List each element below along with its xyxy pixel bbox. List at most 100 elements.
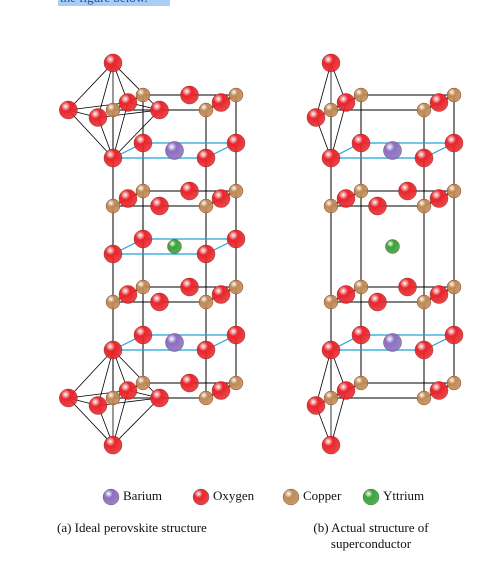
atom <box>105 390 121 406</box>
legend-swatch <box>362 488 380 506</box>
atom <box>135 375 151 391</box>
caption: superconductor <box>331 536 412 551</box>
header-text: the figure below. <box>60 0 148 5</box>
atom <box>118 285 138 304</box>
bond <box>315 349 332 406</box>
atom <box>133 229 153 249</box>
structure <box>306 53 464 455</box>
bond <box>68 109 114 159</box>
atom <box>336 285 356 304</box>
atom <box>321 148 341 168</box>
atom <box>180 277 199 297</box>
bond <box>97 397 160 406</box>
atom <box>383 141 402 160</box>
atom <box>446 375 462 391</box>
atom <box>228 183 244 199</box>
bond <box>112 62 160 111</box>
atom <box>105 294 121 310</box>
atom <box>135 87 151 103</box>
bond <box>68 349 114 399</box>
atom <box>323 198 339 214</box>
atom <box>321 340 341 360</box>
legend-swatch <box>282 488 300 506</box>
atom <box>103 244 123 264</box>
atom <box>416 198 432 214</box>
structures <box>59 53 464 455</box>
atom <box>118 189 138 208</box>
atom <box>429 93 449 112</box>
bond <box>68 397 114 446</box>
atom <box>196 148 216 168</box>
atom <box>226 325 246 345</box>
legend: Barium Oxygen Copper Yttrium <box>102 488 424 506</box>
atom <box>196 244 216 264</box>
bond <box>330 390 347 446</box>
atom <box>165 333 184 352</box>
atom <box>446 183 462 199</box>
atom <box>198 390 214 406</box>
atom <box>429 285 449 304</box>
atom <box>228 375 244 391</box>
atom <box>135 183 151 199</box>
atom <box>306 108 326 127</box>
bond <box>97 349 114 406</box>
atom <box>105 102 121 118</box>
structure <box>59 53 246 455</box>
atom <box>383 333 402 352</box>
atom <box>385 239 400 254</box>
atom <box>88 108 108 127</box>
atom <box>103 53 123 73</box>
atom <box>103 340 123 360</box>
legend-swatch <box>192 488 210 506</box>
atom <box>211 381 231 400</box>
atom <box>323 294 339 310</box>
bond <box>112 102 129 159</box>
atom <box>398 181 417 201</box>
atom <box>353 375 369 391</box>
atom <box>353 279 369 295</box>
bond <box>330 102 347 159</box>
atom <box>180 85 199 105</box>
atom <box>368 196 387 216</box>
atom <box>336 381 356 400</box>
atom <box>416 294 432 310</box>
atom <box>429 189 449 208</box>
atom <box>103 148 123 168</box>
atom <box>150 388 169 408</box>
atom <box>226 133 246 153</box>
atom <box>353 87 369 103</box>
atom <box>59 100 78 120</box>
atom <box>321 53 341 73</box>
atom <box>118 93 138 112</box>
atom <box>414 148 434 168</box>
atom <box>118 381 138 400</box>
atom <box>398 277 417 297</box>
atom <box>59 388 78 408</box>
atom <box>103 435 123 455</box>
atom <box>336 189 356 208</box>
atom <box>211 189 231 208</box>
atom <box>446 279 462 295</box>
atom <box>416 390 432 406</box>
atom <box>416 102 432 118</box>
atom <box>226 229 246 249</box>
atom <box>368 292 387 312</box>
bond <box>112 349 160 399</box>
atom <box>414 340 434 360</box>
atom <box>135 279 151 295</box>
atom <box>150 100 169 120</box>
legend-label: Barium <box>123 488 162 503</box>
atom <box>429 381 449 400</box>
bond <box>97 109 160 118</box>
atom <box>321 435 341 455</box>
legend-label: Yttrium <box>383 488 424 503</box>
caption: (b) Actual structure of <box>313 520 429 535</box>
atom <box>444 325 464 345</box>
atom <box>198 198 214 214</box>
bond <box>68 102 129 111</box>
atom <box>228 279 244 295</box>
legend-label: Copper <box>303 488 342 503</box>
caption: (a) Ideal perovskite structure <box>57 520 207 535</box>
